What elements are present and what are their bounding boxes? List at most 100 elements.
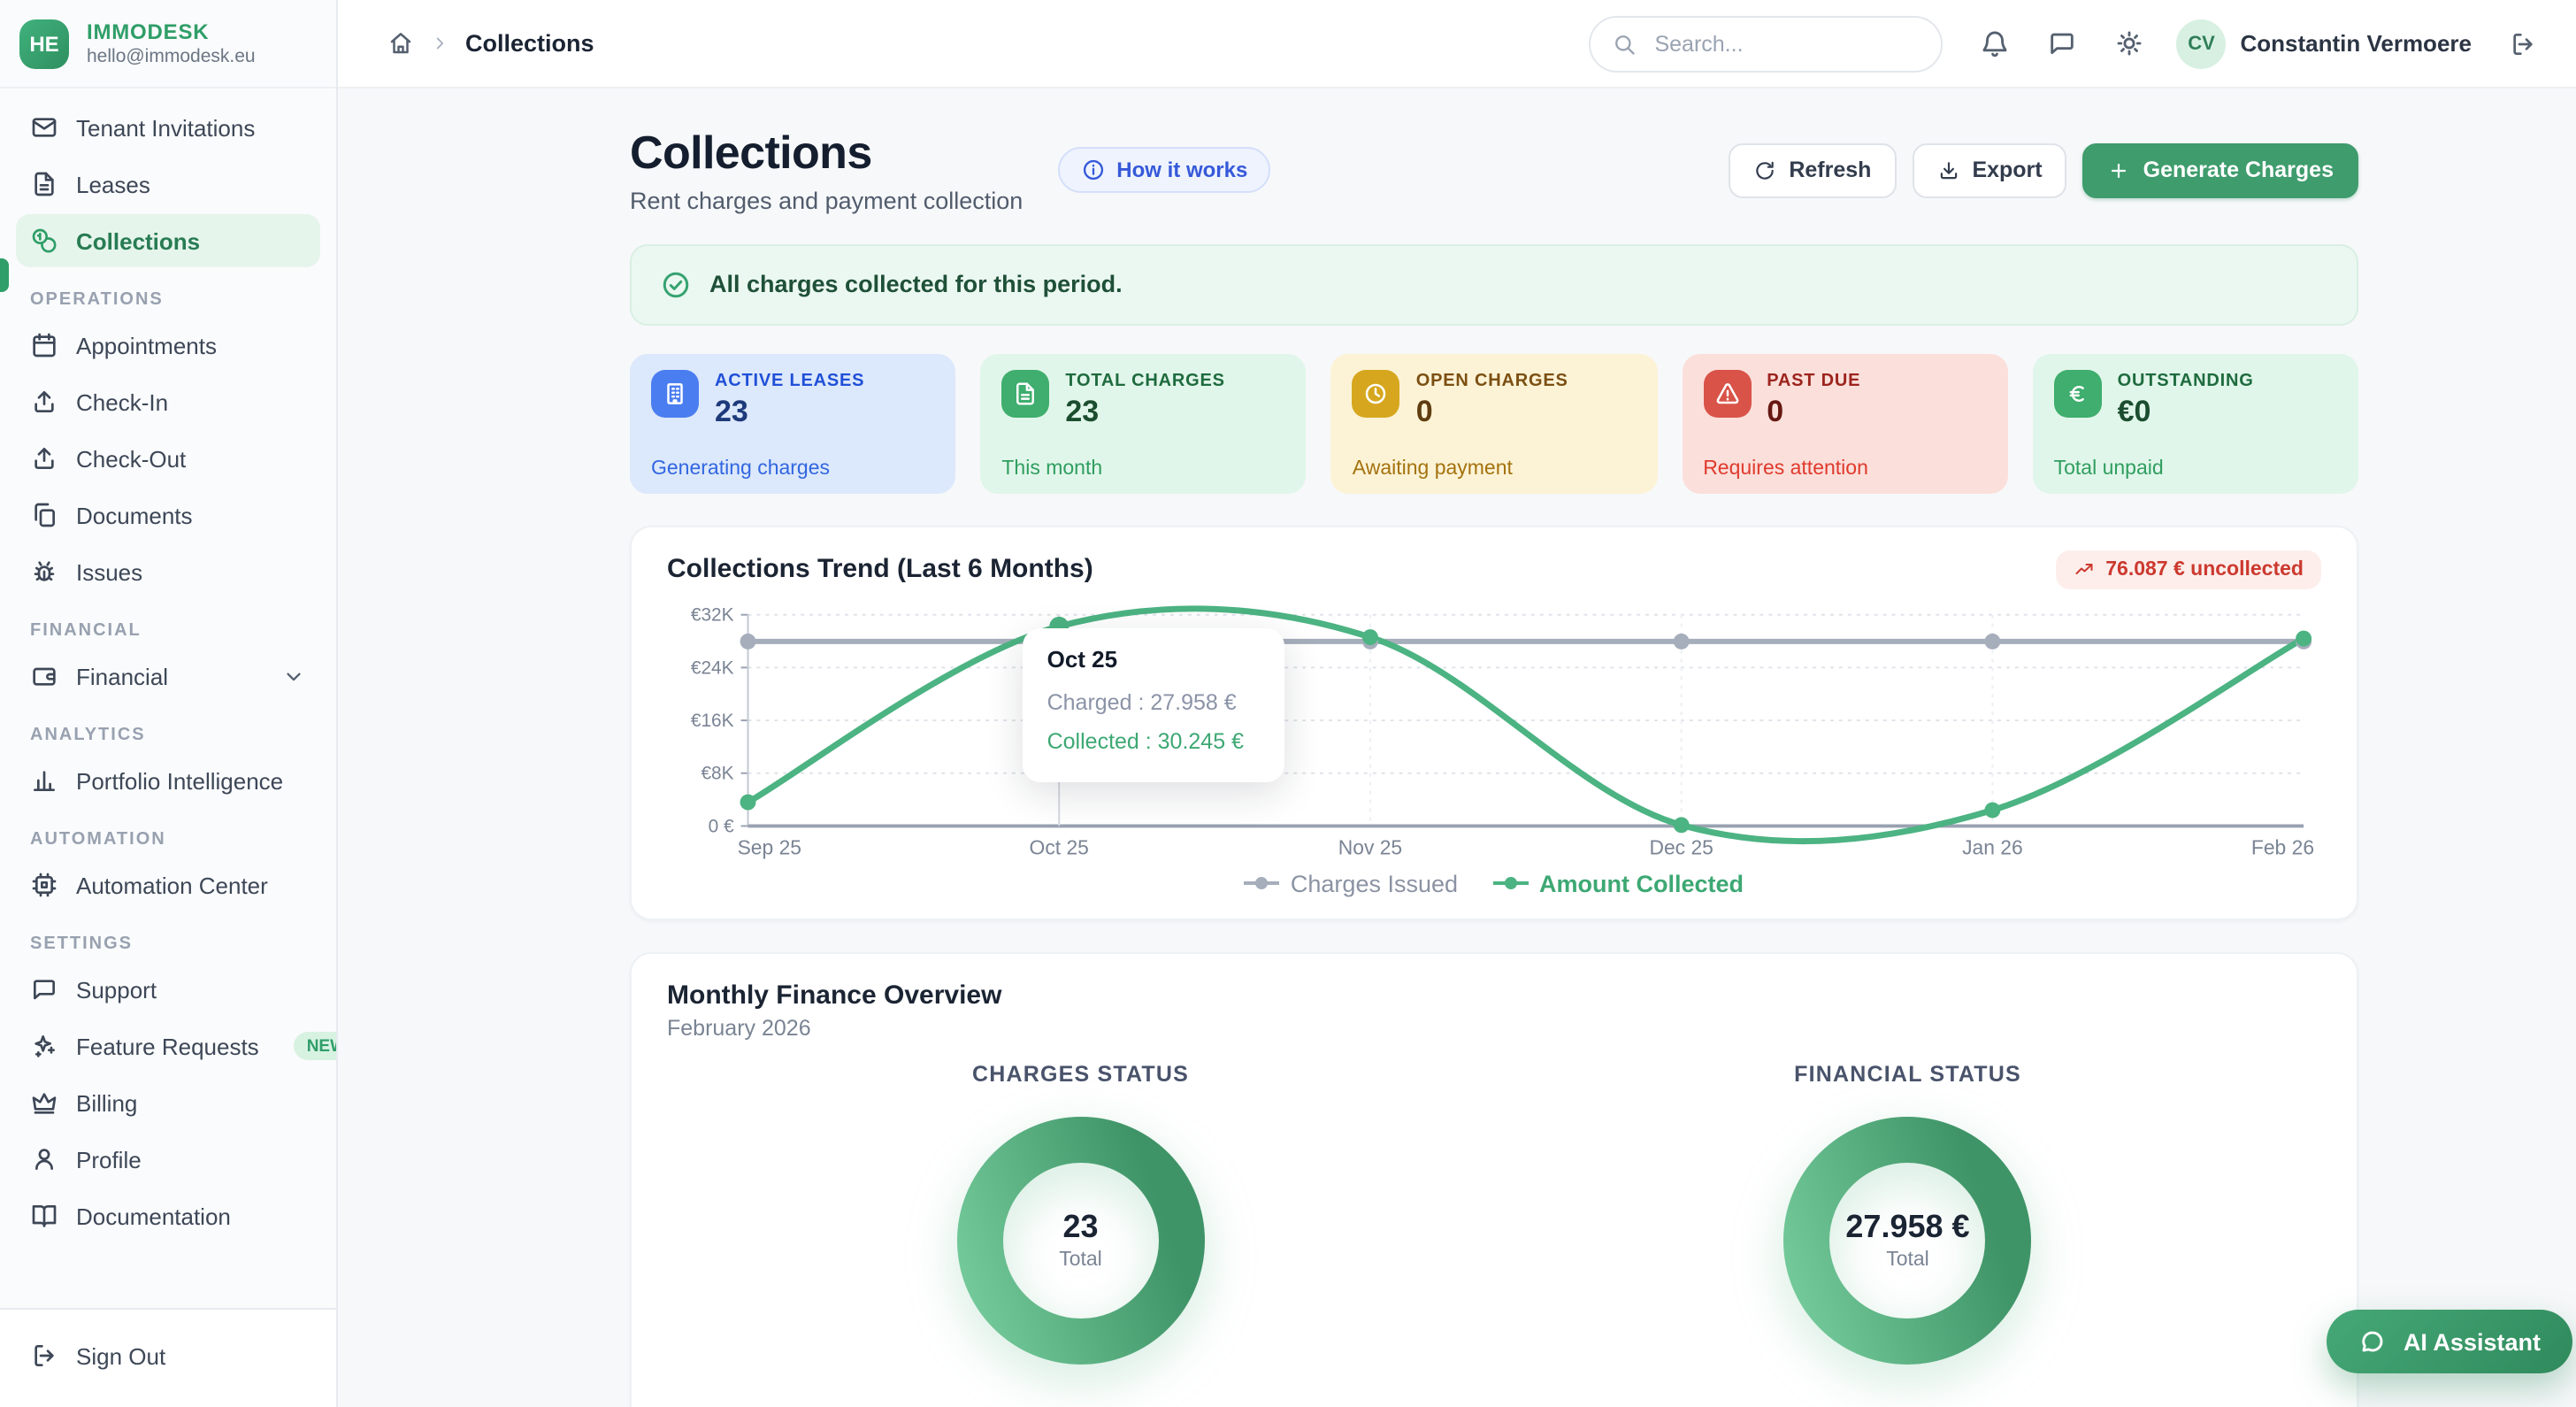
- logout-icon: [34, 1345, 54, 1366]
- donut-chart-svg: [956, 1116, 1205, 1365]
- sidebar-section-label: AUTOMATION: [30, 830, 166, 850]
- sidebar-item-label: Portfolio Intelligence: [76, 767, 284, 794]
- donut-center-value: 23: [1062, 1209, 1099, 1245]
- messages-button[interactable]: [2047, 28, 2077, 58]
- search-icon: [1612, 31, 1637, 56]
- calendar-icon: [33, 333, 56, 358]
- sidebar-item-feature-requests[interactable]: Feature Requests NEW: [16, 1019, 336, 1073]
- page-title: Collections: [630, 126, 872, 179]
- success-banner: All charges collected for this period.: [630, 243, 2358, 326]
- sidebar-item-check-out[interactable]: Check-Out: [16, 432, 320, 485]
- sidebar-item-portfolio-intelligence[interactable]: Portfolio Intelligence: [16, 754, 320, 807]
- main-column: Collections CV Constantin Vermoere: [338, 0, 2576, 1407]
- stat-card-label: PAST DUE: [1767, 371, 1861, 391]
- file-text-icon: [34, 172, 54, 196]
- main-content: Collections Rent charges and payment col…: [338, 88, 2576, 1407]
- sidebar-section-label: FINANCIAL: [30, 621, 142, 641]
- legend-label: Amount Collected: [1539, 870, 1744, 897]
- sidebar-item-financial[interactable]: Financial: [16, 650, 320, 703]
- legend-item-charges-issued[interactable]: Charges Issued: [1244, 870, 1459, 897]
- stat-card-caption: Awaiting payment: [1352, 457, 1513, 480]
- stat-card-value: 0: [1415, 394, 1433, 428]
- stat-card-caption: Total unpaid: [2053, 457, 2164, 480]
- file-text-icon: [1016, 382, 1035, 405]
- stat-card-total-charges: TOTAL CHARGES 23 This month: [980, 353, 1307, 494]
- sidebar-section-label: SETTINGS: [30, 934, 134, 954]
- collections-trend-card: Collections Trend (Last 6 Months) 76.087…: [630, 525, 2358, 920]
- home-icon[interactable]: [387, 30, 414, 57]
- sidebar-item-documentation[interactable]: Documentation: [16, 1189, 320, 1242]
- download-icon: [1936, 159, 1959, 182]
- how-it-works-button[interactable]: How it works: [1058, 147, 1271, 194]
- chat-icon: [2363, 1331, 2384, 1352]
- donut-center-value: 27.958 €: [1845, 1209, 1970, 1245]
- stat-card-value: 0: [1767, 394, 1784, 428]
- bug-icon: [34, 561, 55, 581]
- sidebar-item-check-in[interactable]: Check-In: [16, 375, 320, 428]
- logout-button[interactable]: [2509, 29, 2537, 58]
- sidebar-item-support[interactable]: Support: [16, 963, 320, 1016]
- check-circle-icon: [663, 272, 689, 298]
- generate-charges-button[interactable]: Generate Charges: [2082, 142, 2358, 198]
- stat-card-value: 23: [1065, 394, 1100, 428]
- page-subtitle: Rent charges and payment collection: [630, 187, 1024, 214]
- search-input[interactable]: [1651, 29, 1920, 58]
- sun-icon: [2114, 28, 2144, 58]
- legend-item-amount-collected[interactable]: Amount Collected: [1493, 871, 1744, 897]
- chevron-right-icon: [430, 34, 449, 53]
- sidebar: HE IMMODESK hello@immodesk.eu Tenant Inv…: [0, 0, 338, 1407]
- sidebar-item-tenant-invitations[interactable]: Tenant Invitations: [16, 101, 320, 154]
- sidebar-item-billing[interactable]: Billing: [16, 1076, 320, 1129]
- sun-icon: [2118, 31, 2142, 56]
- stat-card-caption: Generating charges: [651, 457, 831, 480]
- notifications-button[interactable]: [1980, 28, 2010, 58]
- export-button[interactable]: Export: [1912, 142, 2067, 198]
- sidebar-section-label: OPERATIONS: [30, 290, 164, 310]
- stat-card-label: TOTAL CHARGES: [1065, 371, 1225, 391]
- tooltip-line: Charged : 27.958 €: [1046, 689, 1237, 715]
- user-menu[interactable]: CV Constantin Vermoere: [2176, 19, 2472, 68]
- svg-text:Jan 26: Jan 26: [1962, 835, 2023, 858]
- sidebar-item-label: Documentation: [76, 1203, 231, 1229]
- stat-card-open-charges: OPEN CHARGES 0 Awaiting payment: [1330, 353, 1658, 494]
- stat-card-caption: This month: [1001, 457, 1103, 480]
- home-icon: [390, 33, 411, 54]
- trend-chart: €32K €24K €16K €8K 0 € Sep 25 Oct 25 Nov 25 Dec …: [667, 600, 2321, 865]
- export-label: Export: [1972, 158, 2043, 183]
- sidebar-item-appointments[interactable]: Appointments: [16, 319, 320, 372]
- refresh-icon: [1753, 159, 1776, 182]
- topbar-right: CV Constantin Vermoere: [1589, 15, 2537, 72]
- logout-icon: [2513, 33, 2533, 54]
- euro-icon: [2069, 385, 2084, 402]
- ai-assistant-button[interactable]: AI Assistant: [2327, 1310, 2572, 1373]
- sidebar-item-leases[interactable]: Leases: [16, 158, 320, 211]
- trend-chart-svg: €32K €24K €16K €8K 0 €Sep 25 Oct 25 Nov 25 Dec …: [691, 604, 2314, 858]
- donut-heading: CHARGES STATUS: [971, 1061, 1190, 1087]
- sidebar-item-label: Financial: [76, 663, 169, 689]
- finance-overview-card: Monthly Finance Overview February 2026 C…: [630, 951, 2358, 1407]
- sidebar-item-profile[interactable]: Profile: [16, 1133, 320, 1186]
- check-circle-icon: [660, 269, 692, 301]
- sidebar-item-documents[interactable]: Documents: [16, 488, 320, 542]
- sidebar-item-sign-out[interactable]: Sign Out: [16, 1329, 320, 1382]
- new-badge: NEW: [294, 1032, 336, 1060]
- logout-icon: [2509, 29, 2537, 58]
- chart-legend: Charges Issued Amount Collected: [667, 871, 2321, 897]
- brand[interactable]: HE IMMODESK hello@immodesk.eu: [0, 0, 336, 88]
- theme-toggle-button[interactable]: [2114, 28, 2144, 58]
- refresh-button[interactable]: Refresh: [1729, 142, 1897, 198]
- stat-card-value: €0: [2117, 394, 2151, 428]
- stat-card-icon: [1703, 369, 1752, 418]
- ai-assistant-label: AI Assistant: [2403, 1328, 2541, 1355]
- ai-chat-icon: [2359, 1327, 2388, 1356]
- legend-label: Charges Issued: [1290, 870, 1459, 897]
- search-box[interactable]: [1589, 15, 1944, 72]
- sidebar-item-label: Check-In: [76, 388, 169, 415]
- page-title-block: Collections Rent charges and payment col…: [630, 126, 1024, 214]
- sidebar-item-automation-center[interactable]: Automation Center: [16, 858, 320, 911]
- svg-text:Sep 25: Sep 25: [738, 835, 801, 858]
- sidebar-footer: Sign Out: [0, 1308, 336, 1407]
- sidebar-item-collections[interactable]: Collections: [16, 214, 320, 267]
- tooltip-line: Collected : 30.245 €: [1046, 728, 1244, 754]
- sidebar-item-issues[interactable]: Issues: [16, 545, 320, 598]
